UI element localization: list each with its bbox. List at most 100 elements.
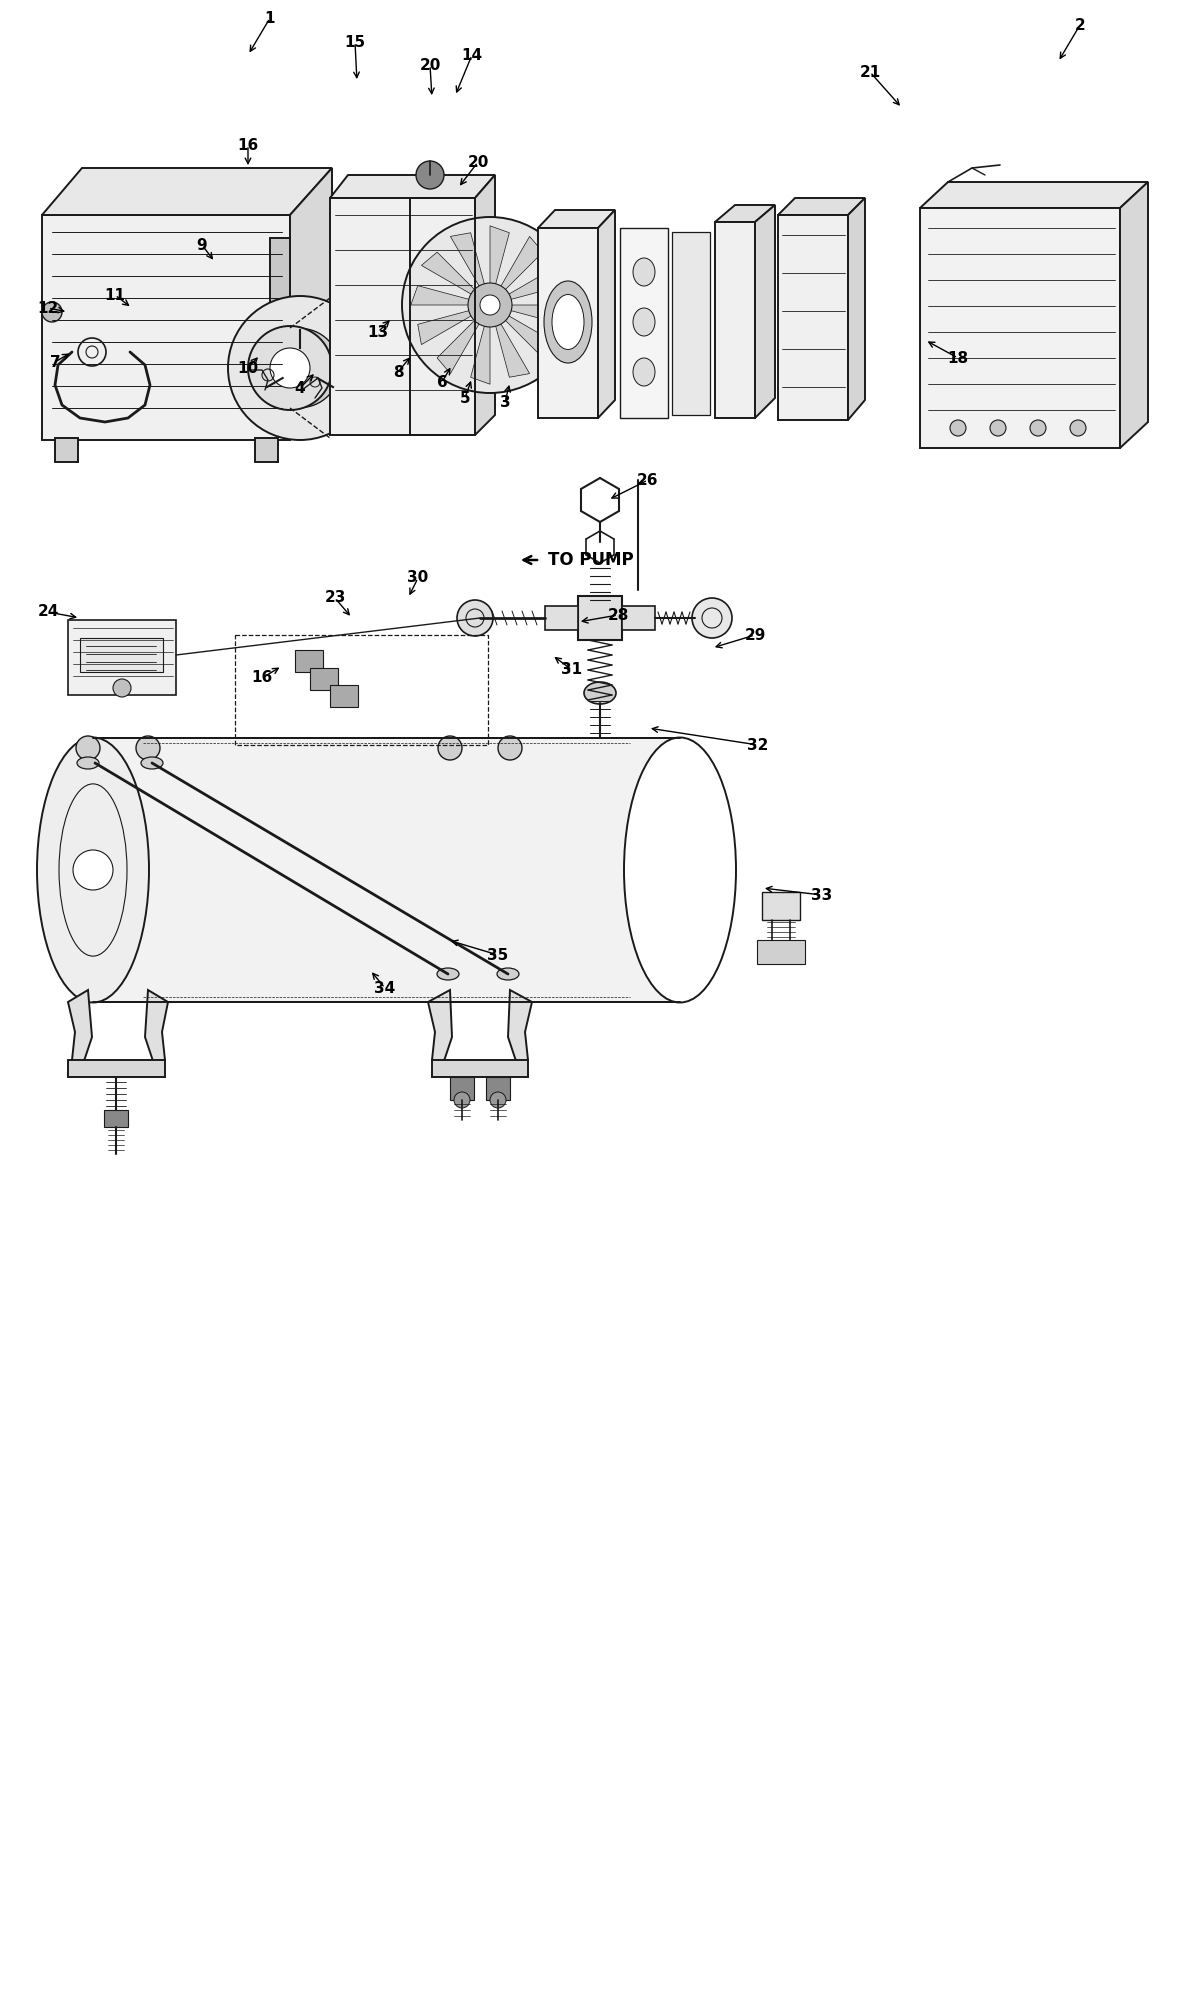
Text: 5: 5 [460, 390, 470, 406]
Text: 24: 24 [37, 605, 59, 619]
Text: 34: 34 [374, 981, 396, 995]
Text: 32: 32 [748, 738, 769, 752]
Circle shape [1070, 420, 1086, 436]
Polygon shape [545, 605, 578, 629]
Polygon shape [270, 237, 290, 394]
Text: 15: 15 [344, 34, 366, 50]
Polygon shape [622, 605, 655, 629]
Circle shape [454, 1092, 470, 1108]
Ellipse shape [77, 756, 98, 768]
Circle shape [990, 420, 1006, 436]
Circle shape [265, 362, 278, 374]
Circle shape [480, 296, 500, 316]
Circle shape [282, 350, 318, 386]
Text: 28: 28 [607, 607, 629, 623]
Circle shape [498, 736, 522, 760]
Polygon shape [757, 939, 805, 963]
Text: 23: 23 [324, 591, 346, 605]
Text: TO PUMP: TO PUMP [548, 551, 634, 569]
Polygon shape [330, 197, 475, 434]
Polygon shape [494, 322, 529, 378]
Polygon shape [508, 265, 563, 300]
Text: 3: 3 [499, 394, 510, 410]
Circle shape [402, 217, 578, 392]
Text: 16: 16 [238, 137, 259, 153]
Polygon shape [310, 668, 338, 690]
Text: 20: 20 [419, 58, 440, 72]
Polygon shape [778, 215, 848, 420]
Polygon shape [55, 438, 78, 463]
Circle shape [457, 599, 493, 635]
Circle shape [270, 348, 310, 388]
Polygon shape [620, 227, 668, 418]
Ellipse shape [624, 738, 736, 1003]
Text: 29: 29 [744, 627, 766, 642]
Polygon shape [598, 209, 616, 418]
Polygon shape [421, 251, 478, 294]
Polygon shape [486, 1078, 510, 1100]
Ellipse shape [584, 682, 616, 704]
Ellipse shape [437, 967, 458, 979]
Circle shape [692, 597, 732, 637]
Text: 7: 7 [49, 354, 60, 370]
Polygon shape [418, 310, 473, 344]
Text: 10: 10 [238, 360, 258, 376]
Polygon shape [502, 237, 542, 292]
Polygon shape [715, 205, 775, 221]
Text: 35: 35 [487, 947, 509, 963]
Ellipse shape [634, 358, 655, 386]
Polygon shape [672, 231, 710, 414]
Circle shape [73, 851, 113, 891]
Ellipse shape [37, 738, 149, 1003]
Polygon shape [848, 197, 865, 420]
Text: 21: 21 [859, 64, 881, 80]
Polygon shape [538, 227, 598, 418]
Polygon shape [503, 316, 558, 358]
Circle shape [490, 1092, 506, 1108]
Polygon shape [256, 438, 278, 463]
Circle shape [438, 736, 462, 760]
Circle shape [248, 326, 332, 410]
Circle shape [228, 296, 372, 440]
Polygon shape [1120, 183, 1148, 448]
Polygon shape [450, 1078, 474, 1100]
Polygon shape [490, 225, 509, 288]
Polygon shape [42, 215, 290, 440]
Polygon shape [145, 989, 168, 1068]
Text: 4: 4 [295, 380, 305, 396]
Polygon shape [470, 322, 490, 384]
Polygon shape [432, 1060, 528, 1078]
Polygon shape [475, 175, 496, 434]
Polygon shape [508, 306, 569, 324]
Ellipse shape [634, 257, 655, 286]
Polygon shape [94, 738, 680, 1001]
Text: 14: 14 [462, 48, 482, 62]
Circle shape [416, 161, 444, 189]
Polygon shape [538, 209, 616, 227]
Text: 30: 30 [407, 571, 428, 585]
Polygon shape [290, 169, 332, 440]
Polygon shape [755, 205, 775, 418]
Polygon shape [778, 197, 865, 215]
Text: 6: 6 [437, 374, 448, 390]
Polygon shape [920, 183, 1148, 207]
Polygon shape [80, 637, 163, 672]
Text: 11: 11 [104, 288, 126, 302]
Circle shape [76, 736, 100, 760]
Ellipse shape [544, 282, 592, 364]
Ellipse shape [634, 308, 655, 336]
Text: 12: 12 [37, 300, 59, 316]
Polygon shape [330, 175, 496, 197]
Polygon shape [68, 989, 92, 1068]
Polygon shape [330, 686, 358, 708]
Text: 26: 26 [637, 473, 659, 487]
Polygon shape [295, 650, 323, 672]
Polygon shape [437, 318, 479, 374]
Text: 8: 8 [392, 364, 403, 380]
Text: 18: 18 [948, 350, 968, 366]
Ellipse shape [142, 756, 163, 768]
Text: 13: 13 [367, 324, 389, 340]
Text: 31: 31 [562, 662, 582, 678]
Circle shape [950, 420, 966, 436]
Polygon shape [410, 286, 473, 306]
